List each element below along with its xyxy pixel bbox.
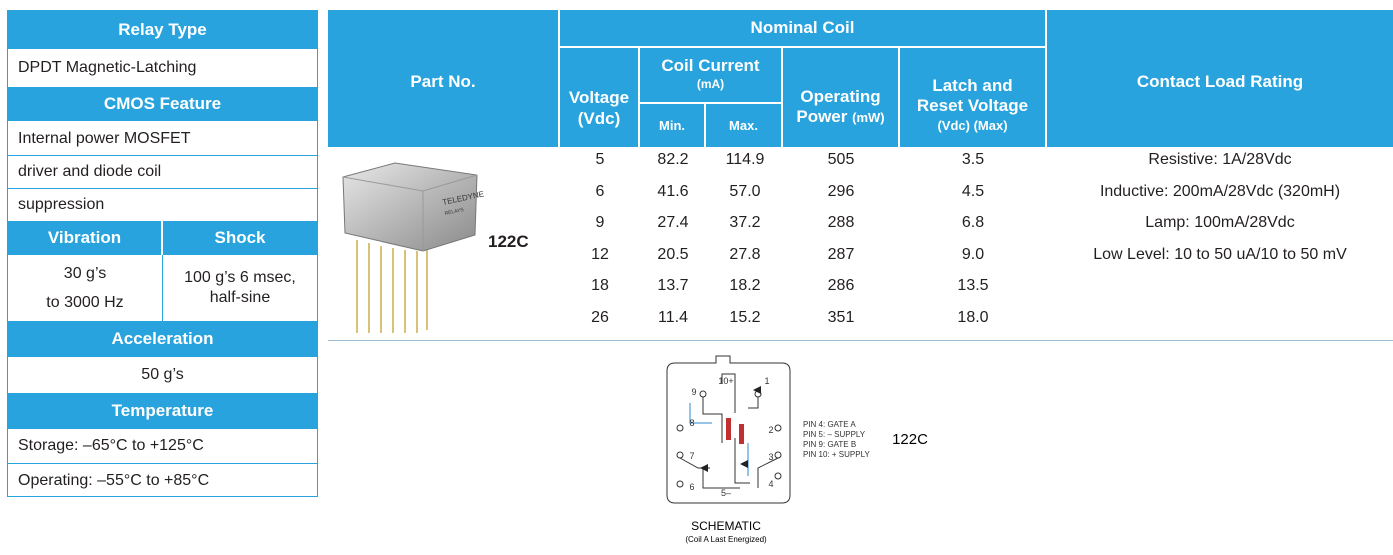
header: Coil Current (mA) (640, 48, 783, 104)
header: Voltage (Vdc) (560, 48, 640, 147)
photo-text: RELAYS (444, 207, 465, 217)
pin-label: 6 (689, 482, 694, 492)
cell: 57.0 (729, 182, 761, 200)
text: Coil Current (661, 56, 760, 75)
cell: 13.5 (957, 277, 989, 295)
cell: 296 (827, 182, 855, 200)
cell: 18 (591, 277, 609, 295)
line: to 3000 Hz (46, 294, 124, 311)
header: CMOS Feature (8, 87, 317, 121)
header: Acceleration (8, 321, 317, 357)
value: DPDT Magnetic-Latching (18, 59, 197, 76)
cell: 288 (827, 214, 855, 232)
cell: 9 (595, 214, 605, 232)
pin-label: 4 (768, 479, 773, 489)
pin-label: 7 (689, 451, 694, 461)
pin-label: 1 (764, 376, 769, 386)
value: 50 g’s (141, 366, 184, 383)
cell: 9.0 (961, 245, 985, 263)
cell: 41.6 (657, 182, 689, 200)
header: Temperature (8, 393, 317, 429)
text: Power (796, 107, 848, 126)
line: 100 g’s 6 msec, (184, 269, 296, 286)
cell: 5 (595, 151, 605, 168)
cell: 12 (591, 245, 609, 263)
cell: 27.8 (729, 245, 761, 263)
spec-table: Part No. Nominal Coil Voltage (Vdc) Coil … (328, 10, 1393, 341)
cell: 11.4 (658, 309, 688, 326)
cell: 3.5 (961, 151, 985, 168)
text: (Vdc) (577, 108, 621, 128)
cell: 286 (827, 277, 855, 295)
cell: 18.2 (729, 277, 761, 295)
pin-label: 10+ (718, 376, 733, 386)
header: Max. (706, 104, 783, 147)
text: (mW) (852, 110, 885, 125)
line: Storage: –65°C to +125°C (18, 437, 204, 454)
pin-note: PIN 5: – SUPPLY (803, 430, 866, 439)
cell: 82.2 (657, 151, 689, 168)
cell: 6.8 (961, 214, 985, 232)
contact-load: Low Level: 10 to 50 uA/10 to 50 mV (1093, 245, 1347, 263)
cell: 4.5 (961, 182, 985, 200)
cell: 20.5 (657, 245, 689, 263)
cell: 27.4 (657, 214, 689, 232)
cell: 18.0 (957, 309, 989, 326)
cell: 505 (827, 151, 855, 168)
pin-label: 5– (721, 488, 731, 498)
caption: SCHEMATIC (691, 519, 761, 533)
cell: 114.9 (725, 151, 765, 168)
text: Power (mW) (796, 107, 884, 128)
contact-load: Resistive: 1A/28Vdc (1148, 151, 1292, 168)
text: Operating (800, 87, 881, 106)
pin-note: PIN 10: + SUPPLY (803, 450, 870, 459)
relay-photo: TELEDYNE RELAYS (342, 162, 485, 333)
pin-label: 8 (689, 418, 694, 428)
text: Latch and (932, 75, 1013, 95)
line: half-sine (209, 289, 271, 306)
header: Relay Type (8, 11, 317, 49)
pin-label: 3 (768, 452, 773, 462)
pin-label: 9 (691, 387, 696, 397)
header: Contact Load Rating (1047, 10, 1393, 147)
header: Shock (163, 221, 317, 255)
line: driver and diode coil (8, 155, 317, 188)
part-no: 122C (488, 232, 529, 251)
cell: 6 (595, 182, 605, 200)
contact-load: Inductive: 200mA/28Vdc (320mH) (1099, 182, 1341, 200)
cell: 13.7 (657, 277, 689, 295)
pin-note: PIN 4: GATE A (803, 420, 856, 429)
line: Internal power MOSFET (18, 130, 191, 147)
line: 30 g’s (63, 265, 107, 282)
vibration-value: 30 g’s to 3000 Hz (8, 255, 163, 321)
line: suppression (8, 188, 317, 221)
contact-load: Lamp: 100mA/28Vdc (1145, 214, 1295, 232)
temperature-text: Storage: –65°C to +125°C Operating: –55°… (8, 429, 317, 498)
specs-panel: Relay Type DPDT Magnetic-Latching CMOS F… (7, 10, 318, 497)
cell: 37.2 (729, 214, 761, 232)
header: Nominal Coil (560, 10, 1047, 48)
header: Min. (640, 104, 706, 147)
cell: 287 (827, 245, 855, 263)
line: Operating: –55°C to +85°C (8, 463, 317, 498)
header: Vibration (8, 221, 163, 255)
text: Voltage (568, 87, 630, 107)
pin-note: PIN 9: GATE B (803, 440, 856, 449)
header: Latch and Reset Voltage (Vdc) (Max) (900, 48, 1047, 147)
shock-value: 100 g’s 6 msec, half-sine (163, 255, 317, 321)
header: Part No. (328, 10, 560, 147)
text: (Vdc) (Max) (937, 117, 1008, 133)
cell: 26 (591, 309, 609, 326)
cell: 15.2 (729, 309, 761, 326)
caption: (Coil A Last Energized) (685, 535, 767, 544)
text: Reset Voltage (916, 95, 1029, 115)
text: (mA) (696, 77, 725, 91)
cell: 351 (827, 309, 855, 326)
header: Operating Power (mW) (783, 48, 900, 147)
schematic-part: 122C (892, 431, 928, 448)
cmos-text: Internal power MOSFET driver and diode c… (8, 123, 317, 221)
pin-label: 2 (768, 425, 773, 435)
